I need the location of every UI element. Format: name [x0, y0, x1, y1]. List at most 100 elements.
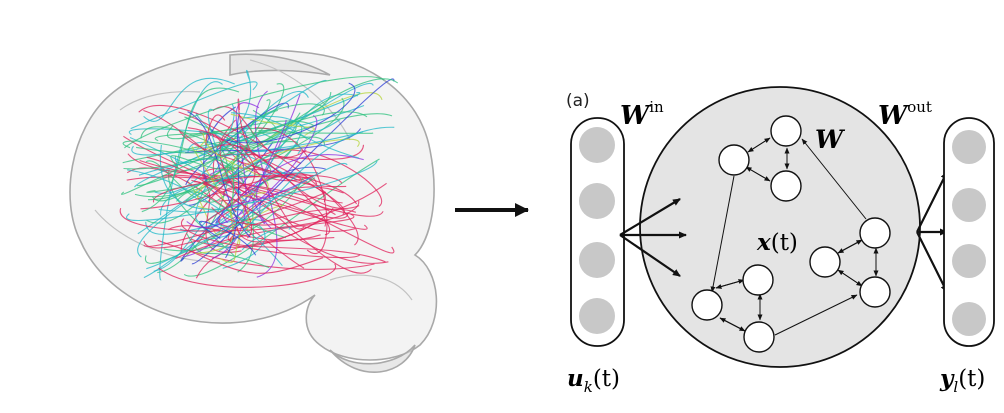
- input-weight-label: Win: [620, 98, 664, 131]
- input-arrow: [619, 234, 681, 277]
- output-unit: [952, 302, 986, 336]
- reservoir-node: [718, 144, 750, 176]
- output-arrow: [916, 231, 948, 293]
- output-layer-container: [943, 117, 995, 347]
- fiber-tract: [146, 99, 271, 224]
- fiber-tract: [211, 102, 260, 260]
- fiber-tract: [175, 213, 355, 260]
- fiber-tract: [124, 76, 385, 149]
- fiber-tract: [202, 132, 269, 190]
- fiber-tract: [222, 177, 311, 224]
- fiber-tract: [186, 248, 324, 274]
- fiber-tract: [195, 90, 309, 223]
- input-weight-arrows: [619, 198, 687, 277]
- fiber-tract: [139, 159, 336, 216]
- fiber-tract: [180, 218, 361, 259]
- input-unit: [579, 242, 615, 278]
- fiber-tract: [175, 80, 327, 164]
- fiber-tract: [143, 77, 235, 122]
- fiber-tract: [231, 112, 360, 159]
- fiber-tract: [241, 226, 291, 251]
- output-unit: [952, 188, 986, 222]
- input-unit: [579, 183, 615, 219]
- state-label: x(t): [756, 229, 798, 256]
- input-label: uk(t): [567, 365, 620, 396]
- input-unit: [579, 298, 615, 334]
- fiber-tract: [204, 145, 256, 223]
- reservoir-node: [770, 170, 802, 202]
- fiber-tract: [127, 169, 283, 267]
- fiber-tract: [153, 174, 343, 203]
- fiber-tract: [170, 155, 242, 171]
- reservoir-node: [859, 217, 891, 249]
- fiber-tract: [239, 153, 364, 197]
- recurrent-connections: [710, 137, 879, 336]
- reservoir-node: [742, 264, 774, 296]
- fiber-tract: [199, 220, 257, 256]
- reservoir-node: [770, 115, 802, 147]
- input-layer: [570, 117, 625, 347]
- fiber-tract: [126, 160, 378, 221]
- fiber-tract: [185, 97, 345, 202]
- fiber-tract: [130, 81, 258, 130]
- input-arrow: [619, 198, 681, 236]
- brain-connectome-icon: [69, 49, 438, 373]
- fiber-tract: [219, 125, 253, 239]
- fiber-tract: [136, 130, 242, 154]
- fiber-tract: [254, 127, 328, 254]
- output-weight-label: Wout: [878, 98, 932, 131]
- brain-fiber-tracts: [120, 69, 399, 288]
- input-unit: [579, 127, 615, 163]
- fiber-tract: [128, 128, 250, 144]
- fiber-tract: [151, 78, 399, 202]
- fiber-tract: [252, 165, 347, 188]
- reservoir-nodes: [691, 115, 891, 353]
- reservoir-node: [743, 321, 775, 353]
- reservoir-diagram: (a): [566, 86, 995, 396]
- fiber-tract: [176, 191, 287, 239]
- fiber-tract: [191, 146, 241, 247]
- fiber-tract: [250, 103, 325, 138]
- fiber-tract: [159, 144, 222, 210]
- fiber-tract: [122, 91, 332, 164]
- fiber-tract: [195, 192, 266, 254]
- fiber-tract: [188, 158, 235, 207]
- output-layer: [943, 117, 995, 347]
- output-weight-arrows: [916, 171, 948, 293]
- output-arrow: [916, 171, 948, 233]
- fiber-tract: [168, 169, 235, 257]
- fiber-tract: [159, 81, 223, 281]
- fiber-tract: [197, 138, 360, 198]
- fiber-tract: [153, 209, 264, 272]
- fiber-tract: [236, 207, 334, 243]
- fiber-tract: [138, 131, 364, 176]
- fiber-tract: [203, 224, 232, 249]
- fiber-tract: [244, 115, 341, 133]
- fiber-tract: [143, 208, 357, 249]
- fiber-tract: [126, 167, 305, 269]
- reservoir-node: [691, 289, 723, 321]
- fiber-tract: [211, 182, 387, 226]
- fiber-tract: [154, 103, 235, 194]
- reservoir-node: [859, 276, 891, 308]
- fiber-tract: [187, 111, 251, 238]
- reservoir-node: [809, 246, 841, 278]
- fiber-tract: [146, 162, 348, 270]
- fiber-tract: [121, 111, 368, 195]
- fiber-tract: [213, 144, 365, 161]
- fiber-tract: [137, 146, 302, 258]
- fiber-tract: [229, 235, 386, 263]
- output-label: yl(t): [939, 365, 985, 396]
- output-unit: [952, 130, 986, 164]
- fiber-tract: [145, 177, 316, 264]
- fiber-tract: [157, 239, 375, 270]
- panel-label: (a): [566, 91, 590, 111]
- fiber-tract: [158, 263, 337, 288]
- fiber-tract: [154, 132, 374, 142]
- fiber-tract: [207, 144, 360, 209]
- fiber-tract: [224, 82, 356, 144]
- fiber-tract: [195, 112, 279, 152]
- fiber-tract: [252, 149, 383, 207]
- fiber-tract: [191, 78, 395, 265]
